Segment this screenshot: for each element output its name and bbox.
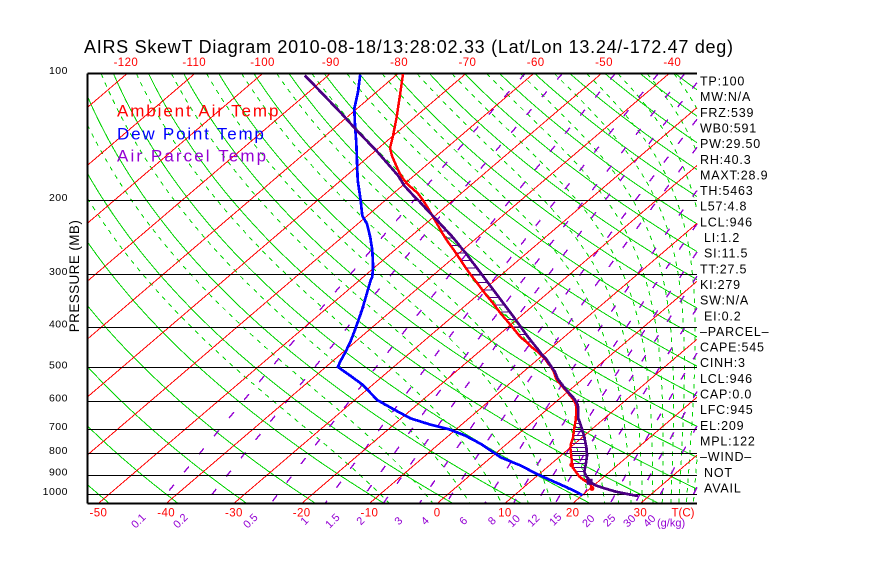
svg-text:MAXT:28.9: MAXT:28.9 xyxy=(700,168,768,182)
svg-text:30: 30 xyxy=(634,508,648,520)
svg-text:600: 600 xyxy=(49,393,68,405)
svg-text:-80: -80 xyxy=(390,57,408,69)
svg-text:EL:209: EL:209 xyxy=(700,419,744,433)
svg-text:-70: -70 xyxy=(458,57,476,69)
svg-text:-120: -120 xyxy=(114,57,139,69)
svg-text:0: 0 xyxy=(434,508,441,520)
svg-text:PW:29.50: PW:29.50 xyxy=(700,137,761,151)
svg-text:T(C): T(C) xyxy=(672,508,695,520)
svg-text:-40: -40 xyxy=(663,57,681,69)
svg-text:LCL:946: LCL:946 xyxy=(700,215,753,229)
svg-text:-10: -10 xyxy=(361,508,379,520)
svg-text:-40: -40 xyxy=(157,508,175,520)
svg-text:100: 100 xyxy=(49,65,68,77)
svg-text:MPL:122: MPL:122 xyxy=(700,434,756,448)
svg-text:WB0:591: WB0:591 xyxy=(700,121,757,135)
svg-text:SW:N/A: SW:N/A xyxy=(700,294,749,308)
svg-text:-50: -50 xyxy=(595,57,613,69)
svg-text:EI:0.2: EI:0.2 xyxy=(704,309,741,323)
svg-text:200: 200 xyxy=(49,192,68,204)
svg-text:LI:1.2: LI:1.2 xyxy=(704,231,740,245)
svg-text:PRESSURE (MB): PRESSURE (MB) xyxy=(67,220,82,332)
svg-text:-90: -90 xyxy=(322,57,340,69)
svg-text:500: 500 xyxy=(49,359,68,371)
svg-text:1000: 1000 xyxy=(43,486,68,498)
svg-text:SI:11.5: SI:11.5 xyxy=(704,247,748,261)
svg-text:–PARCEL–: –PARCEL– xyxy=(700,325,769,339)
svg-text:-60: -60 xyxy=(527,57,545,69)
svg-text:KI:279: KI:279 xyxy=(700,278,741,292)
svg-text:MW:N/A: MW:N/A xyxy=(700,90,751,104)
svg-text:Dew Point Temp: Dew Point Temp xyxy=(117,124,266,143)
svg-text:CAP:0.0: CAP:0.0 xyxy=(700,388,752,402)
svg-text:-30: -30 xyxy=(225,508,243,520)
svg-text:-50: -50 xyxy=(90,508,108,520)
svg-text:900: 900 xyxy=(49,467,68,479)
svg-text:(g/kg): (g/kg) xyxy=(657,518,685,530)
svg-text:800: 800 xyxy=(49,445,68,457)
svg-text:10: 10 xyxy=(498,508,512,520)
svg-text:–WIND–: –WIND– xyxy=(700,450,752,464)
svg-text:FRZ:539: FRZ:539 xyxy=(700,106,754,120)
svg-text:Ambient Air Temp: Ambient Air Temp xyxy=(117,102,280,121)
svg-text:-100: -100 xyxy=(250,57,275,69)
svg-text:RH:40.3: RH:40.3 xyxy=(700,153,751,167)
svg-text:-110: -110 xyxy=(182,57,206,69)
svg-text:Air Parcel Temp: Air Parcel Temp xyxy=(117,146,268,165)
svg-text:TH:5463: TH:5463 xyxy=(700,184,754,198)
svg-text:LFC:945: LFC:945 xyxy=(700,403,754,417)
svg-text:CINH:3: CINH:3 xyxy=(700,356,746,370)
svg-text:20: 20 xyxy=(566,508,580,520)
svg-text:-20: -20 xyxy=(293,508,311,520)
svg-text:TT:27.5: TT:27.5 xyxy=(700,262,747,276)
svg-text:CAPE:545: CAPE:545 xyxy=(700,341,765,355)
svg-text:AVAIL: AVAIL xyxy=(704,481,742,495)
svg-text:300: 300 xyxy=(49,266,68,278)
svg-text:700: 700 xyxy=(49,421,68,433)
svg-text:AIRS SkewT Diagram 2010-08-18/: AIRS SkewT Diagram 2010-08-18/13:28:02.3… xyxy=(84,37,734,57)
svg-text:LCL:946: LCL:946 xyxy=(700,372,753,386)
svg-text:400: 400 xyxy=(49,319,68,331)
svg-text:NOT: NOT xyxy=(704,466,733,480)
svg-text:L57:4.8: L57:4.8 xyxy=(700,200,747,214)
svg-text:TP:100: TP:100 xyxy=(700,75,745,89)
